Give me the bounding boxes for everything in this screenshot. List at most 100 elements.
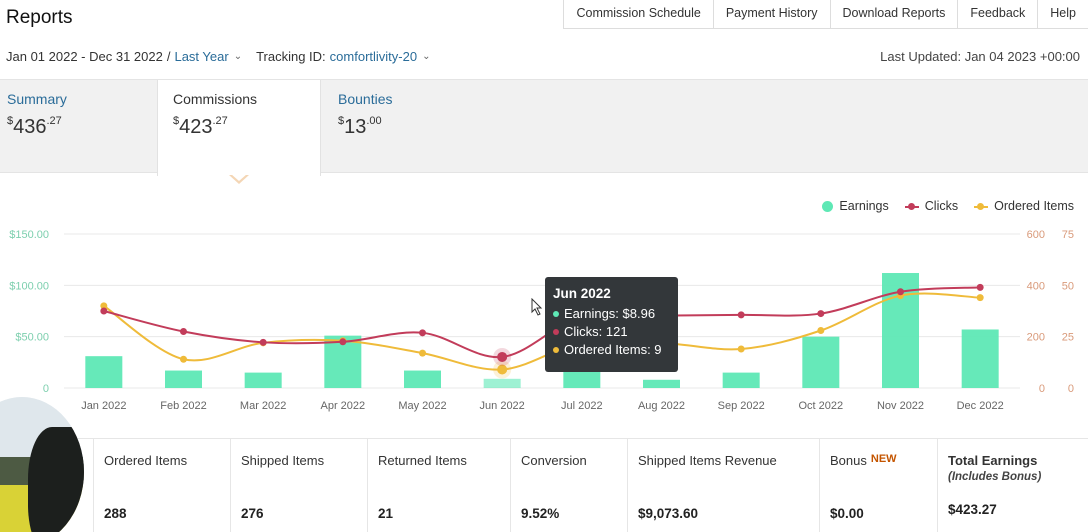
tab-bounties[interactable]: Bounties $13.00 — [331, 80, 471, 174]
new-badge: NEW — [870, 453, 897, 465]
left-axis-tick-label: $50.00 — [15, 332, 49, 344]
stat-shipped-revenue: Shipped Items Revenue $9,073.60 — [627, 439, 820, 532]
chevron-down-icon[interactable]: ⌄ — [233, 51, 243, 62]
webcam-avatar — [0, 397, 84, 532]
date-range: Jan 01 2022 - Dec 31 2022 — [6, 49, 163, 64]
x-axis-tick-label: Oct 2022 — [799, 400, 844, 412]
chart-legend: Earnings Clicks Ordered Items — [822, 199, 1074, 213]
stat-ordered-items: Ordered Items 288 — [93, 439, 231, 532]
items-axis-tick-label: 25 — [1062, 332, 1074, 344]
ordered-items-point — [419, 349, 426, 357]
feedback-link[interactable]: Feedback — [957, 0, 1038, 29]
page-title: Reports — [6, 7, 73, 28]
payment-history-link[interactable]: Payment History — [712, 0, 830, 29]
earnings-chart: 0 $50.00 $100.00 $150.00 0 200 400 600 0 25 50 75 Ja… — [9, 229, 1074, 412]
clicks-point — [897, 288, 904, 296]
earnings-bars — [85, 273, 999, 388]
earnings-bar — [802, 336, 840, 388]
items-axis-tick-label: 75 — [1062, 229, 1074, 241]
stats-row: Ordered Items 288 Shipped Items 276 Retu… — [0, 438, 1088, 532]
legend-clicks[interactable]: Clicks — [904, 199, 958, 213]
commission-schedule-link[interactable]: Commission Schedule — [563, 0, 713, 29]
help-link[interactable]: Help — [1037, 0, 1088, 29]
x-axis-tick-label: Apr 2022 — [321, 400, 366, 412]
clicks-point — [100, 307, 108, 315]
x-axis-tick-label: Nov 2022 — [877, 400, 924, 412]
x-axis-tick-label: Jan 2022 — [81, 400, 126, 412]
legend-earnings[interactable]: Earnings — [822, 199, 889, 213]
x-axis-tick-label: Mar 2022 — [240, 400, 286, 412]
earnings-bar — [85, 356, 123, 388]
earnings-bar — [244, 372, 282, 388]
ordered-items-point — [180, 355, 187, 363]
clicks-line — [103, 286, 981, 359]
tab-commissions-value: $423.27 — [173, 115, 228, 138]
tooltip-clicks: Clicks: 121 — [553, 324, 670, 339]
items-axis-tick-label: 50 — [1062, 280, 1074, 292]
stat-total-earnings: Total Earnings (Includes Bonus) $423.27 — [937, 439, 1088, 532]
clicks-axis-tick-label: 400 — [1027, 280, 1045, 292]
earnings-bar — [165, 370, 202, 388]
active-tab-pointer-inner — [231, 174, 247, 181]
chart-tooltip: Jun 2022 Earnings: $8.96 Clicks: 121 Ord… — [545, 277, 678, 372]
legend-earnings-marker — [822, 200, 834, 212]
earnings-bar — [404, 370, 441, 388]
earnings-bar — [961, 329, 999, 388]
x-axis-tick-label: May 2022 — [398, 400, 446, 412]
tab-summary-label: Summary — [7, 91, 67, 107]
clicks-point — [737, 311, 745, 319]
earnings-bar — [483, 378, 521, 388]
mouse-cursor-icon — [531, 298, 543, 316]
x-axis-tick-label: Feb 2022 — [160, 400, 206, 412]
left-axis-tick-label: $150.00 — [9, 229, 49, 241]
ordered-items-line — [103, 292, 981, 371]
ordered-items-point — [100, 302, 108, 310]
stat-conversion: Conversion 9.52% — [510, 439, 628, 532]
tab-commissions-label: Commissions — [173, 91, 258, 107]
stat-returned-items: Returned Items 21 — [367, 439, 511, 532]
tab-bounties-label: Bounties — [338, 91, 393, 107]
tooltip-ordered-items: Ordered Items: 9 — [553, 342, 670, 357]
last-updated: Last Updated: Jan 04 2023 +00:00 — [880, 49, 1080, 64]
stat-bonus: Bonus NEW $0.00 — [819, 439, 938, 532]
chart-lines — [100, 283, 984, 379]
tracking-label: Tracking ID: — [256, 49, 326, 64]
clicks-point — [976, 283, 984, 291]
clicks-point — [419, 329, 426, 337]
ordered-items-point — [976, 294, 984, 302]
ordered-items-point — [497, 364, 508, 375]
clicks-axis-tick-label: 200 — [1027, 332, 1045, 344]
x-axis-tick-label: Jul 2022 — [561, 400, 603, 412]
stat-shipped-items: Shipped Items 276 — [230, 439, 368, 532]
left-axis-tick-label: 0 — [43, 383, 49, 395]
ordered-items-point — [817, 327, 825, 335]
ordered-items-point — [737, 345, 745, 353]
clicks-axis-tick-label: 600 — [1027, 229, 1045, 241]
tracking-id-dropdown[interactable]: comfortlivity-20 — [329, 49, 418, 64]
x-axis-tick-label: Sep 2022 — [718, 400, 765, 412]
chart-grid — [64, 233, 1020, 389]
date-separator: / — [166, 49, 171, 64]
clicks-axis-tick-label: 0 — [1039, 383, 1045, 395]
period-dropdown[interactable]: Last Year — [174, 49, 229, 64]
tab-commissions[interactable]: Commissions $423.27 — [157, 80, 321, 176]
clicks-point — [259, 338, 267, 346]
clicks-point — [497, 351, 508, 362]
legend-ordered-items-marker — [974, 201, 989, 212]
x-axis-tick-label: Aug 2022 — [638, 400, 685, 412]
tooltip-title: Jun 2022 — [553, 286, 611, 301]
x-axis-tick-label: Jun 2022 — [480, 400, 525, 412]
filter-row: Jan 01 2022 - Dec 31 2022 / Last Year ⌄ … — [6, 49, 430, 64]
x-axis-tick-label: Dec 2022 — [957, 400, 1004, 412]
tooltip-earnings: Earnings: $8.96 — [553, 306, 670, 321]
chevron-down-icon[interactable]: ⌄ — [422, 51, 431, 62]
tab-bounties-value: $13.00 — [338, 115, 382, 138]
download-reports-link[interactable]: Download Reports — [829, 0, 958, 29]
clicks-point — [339, 338, 347, 346]
top-links-bar: Commission Schedule Payment History Down… — [563, 0, 1088, 29]
left-axis-tick-label: $100.00 — [9, 280, 49, 292]
clicks-point — [817, 310, 825, 318]
legend-ordered-items[interactable]: Ordered Items — [974, 199, 1074, 213]
tab-summary[interactable]: Summary $436.27 — [0, 80, 157, 174]
legend-clicks-marker — [904, 201, 919, 212]
